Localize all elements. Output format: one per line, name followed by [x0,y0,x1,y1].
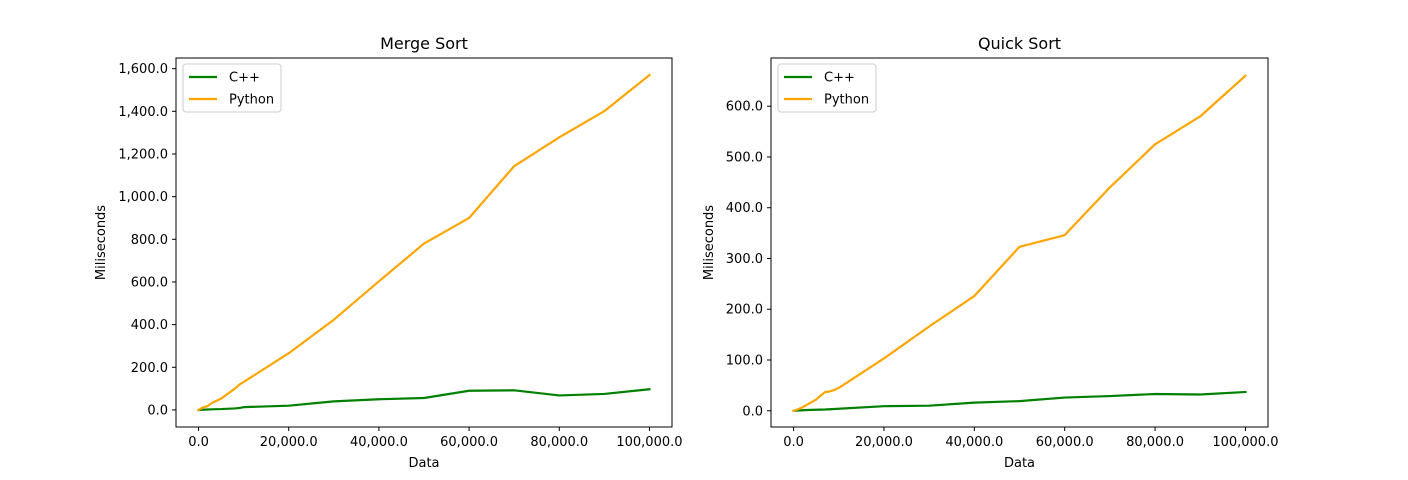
y-tick-label: 400.0 [726,201,763,216]
x-tick-label: 60,000.0 [440,435,498,450]
y-tick-label: 500.0 [726,150,763,165]
y-axis-label: Miliseconds [702,205,717,280]
legend: C++ Python [777,63,877,113]
y-tick-label: 600.0 [726,100,763,115]
x-axis-label: Data [408,456,439,471]
series-line-python [792,74,1247,413]
legend-label: Python [229,93,274,108]
axes-frame [175,57,673,428]
y-tick-label: 0.0 [147,403,168,418]
legend-label: Python [824,93,869,108]
y-tick-label: 200.0 [726,303,763,318]
y-axis-label: Miliseconds [94,205,109,280]
y-tick-label: 600.0 [131,275,168,290]
axes-frame [770,57,1269,428]
series-line-cpp [197,388,651,412]
chart-1: 0.0 20,000.0 40,000.0 60,000.0 80,000.0 100,0… [94,34,683,471]
x-tick-label: 0.0 [188,435,209,450]
y-tick-label: 100.0 [726,354,763,369]
x-tick-label: 80,000.0 [530,435,588,450]
y-tick-label: 1,000.0 [118,190,168,205]
series-line-cpp [792,390,1247,412]
x-tick-label: 100,000.0 [616,435,682,450]
x-tick-label: 40,000.0 [945,435,1003,450]
series-line-python [197,73,651,412]
x-tick-label: 100,000.0 [1212,435,1278,450]
x-tick-label: 40,000.0 [350,435,408,450]
chart-title: Merge Sort [380,34,468,53]
y-tick-label: 800.0 [131,233,168,248]
y-tick-label: 1,200.0 [118,147,168,162]
x-tick-label: 20,000.0 [855,435,913,450]
chart-2: 0.0 20,000.0 40,000.0 60,000.0 80,000.0 100,0… [702,34,1278,471]
y-tick-label: 1,600.0 [118,62,168,77]
y-tick-label: 1,400.0 [118,105,168,120]
chart-title: Quick Sort [978,34,1061,53]
x-tick-label: 60,000.0 [1036,435,1094,450]
x-axis-label: Data [1004,456,1035,471]
y-tick-label: 300.0 [726,252,763,267]
y-tick-label: 200.0 [131,361,168,376]
x-tick-label: 80,000.0 [1126,435,1184,450]
x-tick-label: 0.0 [783,435,804,450]
y-tick-label: 0.0 [742,404,763,419]
x-tick-label: 20,000.0 [260,435,318,450]
legend: C++ Python [182,63,282,113]
legend-label: C++ [229,71,260,86]
y-tick-label: 400.0 [131,318,168,333]
legend-label: C++ [824,71,855,86]
